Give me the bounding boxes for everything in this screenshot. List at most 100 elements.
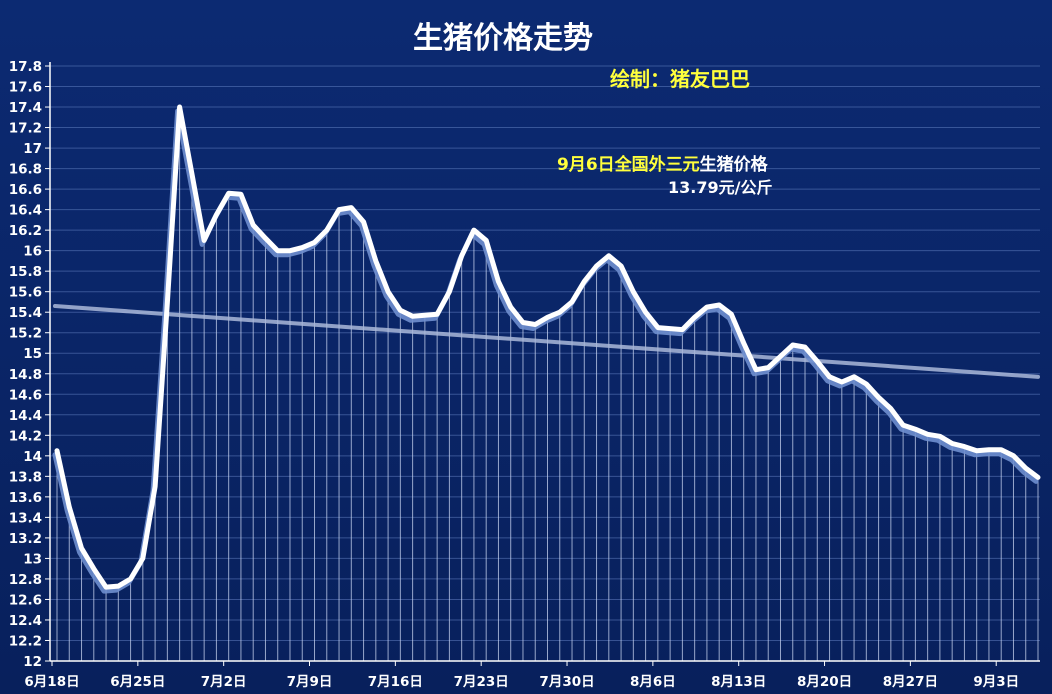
x-tick-label: 7月16日 [368, 674, 423, 690]
annotation-date: 9月6日全国外三元生猪价格 [557, 154, 769, 175]
trendline-group [53, 304, 1040, 379]
data-point [288, 249, 292, 252]
data-point [1036, 476, 1040, 479]
data-point [668, 327, 672, 330]
data-point [607, 254, 611, 257]
x-tick-label: 8月6日 [630, 674, 676, 690]
x-tick-label: 8月13日 [711, 674, 766, 690]
data-point [521, 321, 525, 324]
data-point [595, 264, 598, 268]
data-point [301, 246, 304, 249]
data-point [963, 445, 966, 448]
data-point [583, 280, 586, 283]
data-point [166, 300, 169, 304]
data-point [252, 223, 255, 227]
data-point [313, 241, 316, 244]
annotation-date-highlight: 9月6日全国外三元 [557, 154, 700, 175]
y-tick-label: 12.6 [9, 592, 42, 608]
y-tick-label: 15.8 [9, 264, 42, 280]
data-point [779, 355, 782, 358]
data-point [546, 316, 549, 319]
data-point [337, 208, 341, 211]
data-point [350, 206, 353, 209]
data-point [435, 313, 439, 316]
y-tick-label: 17 [23, 141, 42, 157]
y-tick-label: 12.2 [9, 633, 42, 649]
y-tick-label: 14.8 [9, 367, 42, 383]
x-tick-label: 6月25日 [110, 674, 165, 690]
data-point [730, 313, 733, 316]
y-tick-label: 15.2 [9, 326, 42, 342]
data-point [632, 290, 635, 293]
data-point [754, 368, 758, 371]
data-point [889, 407, 893, 410]
data-point [80, 546, 83, 550]
y-tick-label: 15.4 [9, 305, 42, 321]
data-point [460, 254, 463, 257]
y-tick-label: 14.4 [9, 408, 42, 424]
y-tick-label: 17.4 [9, 100, 42, 116]
data-point [215, 213, 218, 216]
x-tick-label: 7月9日 [287, 674, 333, 690]
data-point [987, 448, 991, 451]
data-point [534, 323, 537, 326]
y-tick-label: 17.2 [9, 121, 42, 137]
data-point [656, 326, 660, 329]
y-tick-label: 12 [23, 654, 42, 670]
data-point [509, 305, 512, 309]
data-point [484, 239, 488, 242]
x-tick-label: 6月18日 [24, 674, 79, 690]
data-point [816, 360, 819, 363]
y-tick-label: 12.4 [9, 613, 42, 629]
y-tick-label: 13.4 [9, 510, 42, 526]
data-point [938, 435, 942, 438]
data-point [852, 375, 856, 379]
data-point [681, 328, 684, 331]
trendline [53, 304, 1040, 379]
data-point [423, 314, 427, 317]
data-point [362, 220, 365, 224]
data-point [386, 290, 390, 293]
data-point [178, 105, 181, 109]
grid-lines [50, 65, 1040, 641]
annotation-value: 13.79元/公斤 [668, 178, 772, 197]
y-tick-label: 12.8 [9, 572, 42, 588]
y-tick-label: 16.6 [9, 182, 42, 198]
data-point [202, 239, 206, 242]
data-point [117, 584, 120, 588]
annotation-label: 生猪价格 [700, 154, 769, 175]
chart-credit: 绘制：猪友巴巴 [610, 67, 750, 91]
y-tick-label: 14.6 [9, 387, 42, 403]
drop-lines [56, 107, 1039, 661]
x-tick-label: 8月27日 [883, 674, 938, 690]
data-point [644, 311, 647, 314]
data-point [264, 237, 267, 240]
data-point [767, 366, 770, 369]
data-point [1012, 454, 1015, 458]
y-tick-label: 13.6 [9, 490, 42, 506]
data-point [141, 557, 145, 560]
data-point [1000, 448, 1003, 451]
data-point [901, 423, 905, 427]
data-point [865, 382, 868, 386]
data-point [1024, 466, 1027, 470]
y-tick-label: 13.8 [9, 469, 42, 485]
y-tick-label: 13.2 [9, 531, 42, 547]
data-point [399, 308, 402, 312]
data-point [828, 375, 831, 379]
data-point [68, 505, 71, 509]
data-point [975, 449, 978, 452]
data-point [803, 345, 807, 349]
data-point [497, 280, 500, 283]
data-point [950, 442, 954, 445]
axes [49, 62, 1040, 662]
x-tick-label: 7月2日 [201, 674, 247, 690]
y-tick-label: 16.8 [9, 162, 42, 178]
data-point [926, 433, 929, 436]
y-tick-label: 14.2 [9, 428, 42, 444]
y-tick-label: 16.4 [9, 203, 42, 219]
data-point [448, 290, 451, 293]
y-axis-ticks: 12 12.2 12.4 12.6 12.8 13 13.2 13.4 13.6 13.8 14 14… [9, 59, 50, 670]
